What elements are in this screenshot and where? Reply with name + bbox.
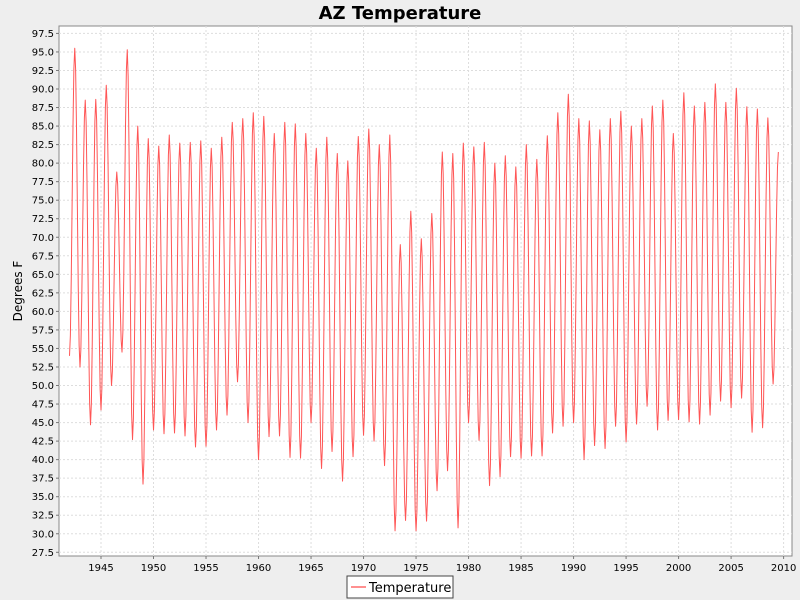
x-tick-label: 1945 xyxy=(88,563,113,574)
y-tick-label: 65.0 xyxy=(32,270,54,281)
y-tick-label: 57.5 xyxy=(32,325,54,336)
y-tick-label: 87.5 xyxy=(32,103,54,114)
y-tick-label: 67.5 xyxy=(32,251,54,262)
y-axis-label: Degrees F xyxy=(11,261,25,322)
x-tick-label: 1995 xyxy=(613,563,638,574)
grid xyxy=(59,26,792,556)
y-tick-label: 72.5 xyxy=(32,214,54,225)
x-tick-label: 2005 xyxy=(718,563,743,574)
y-tick-label: 92.5 xyxy=(32,66,54,77)
x-tick-label: 1970 xyxy=(351,563,376,574)
y-tick-label: 45.0 xyxy=(32,418,54,429)
x-tick-label: 1980 xyxy=(456,563,481,574)
y-tick-label: 62.5 xyxy=(32,288,54,299)
y-tick-label: 90.0 xyxy=(32,85,54,96)
x-tick-label: 1965 xyxy=(298,563,323,574)
y-tick-label: 60.0 xyxy=(32,307,54,318)
y-tick-label: 55.0 xyxy=(32,344,54,355)
y-tick-label: 47.5 xyxy=(32,400,54,411)
y-tick-label: 50.0 xyxy=(32,381,54,392)
x-tick-label: 2000 xyxy=(666,563,691,574)
x-tick-label: 1990 xyxy=(561,563,586,574)
y-tick-label: 77.5 xyxy=(32,177,54,188)
x-tick-label: 1985 xyxy=(508,563,533,574)
x-tick-label: 1975 xyxy=(403,563,428,574)
y-tick-label: 85.0 xyxy=(32,122,54,133)
y-tick-label: 70.0 xyxy=(32,233,54,244)
y-tick-label: 37.5 xyxy=(32,474,54,485)
series-layer xyxy=(69,47,779,532)
y-tick-label: 30.0 xyxy=(32,529,54,540)
legend: Temperature xyxy=(346,575,454,599)
x-axis: 1945 1950 1955 1960 1965 1970 1975 1980 1985 1990… xyxy=(88,556,796,574)
series-line-temperature xyxy=(69,47,779,532)
legend-box xyxy=(346,575,454,599)
y-tick-label: 82.5 xyxy=(32,140,54,151)
y-tick-label: 97.5 xyxy=(32,29,54,40)
y-tick-label: 75.0 xyxy=(32,196,54,207)
x-tick-label: 1955 xyxy=(193,563,218,574)
x-tick-label: 1960 xyxy=(246,563,271,574)
y-tick-label: 27.5 xyxy=(32,548,54,559)
legend-label: Temperature xyxy=(368,581,451,596)
x-tick-label: 2010 xyxy=(771,563,796,574)
x-tick-label: 1950 xyxy=(141,563,166,574)
y-axis: 27.5 30.0 32.5 35.0 37.5 40.0 42.5 45.0 47.5 50.0… xyxy=(32,29,59,559)
y-tick-label: 40.0 xyxy=(32,455,54,466)
y-tick-label: 95.0 xyxy=(32,47,54,58)
y-tick-label: 80.0 xyxy=(32,159,54,170)
chart-title: AZ Temperature xyxy=(319,3,482,24)
y-tick-label: 52.5 xyxy=(32,362,54,373)
y-tick-label: 35.0 xyxy=(32,492,54,503)
y-tick-label: 32.5 xyxy=(32,511,54,522)
y-tick-label: 42.5 xyxy=(32,437,54,448)
